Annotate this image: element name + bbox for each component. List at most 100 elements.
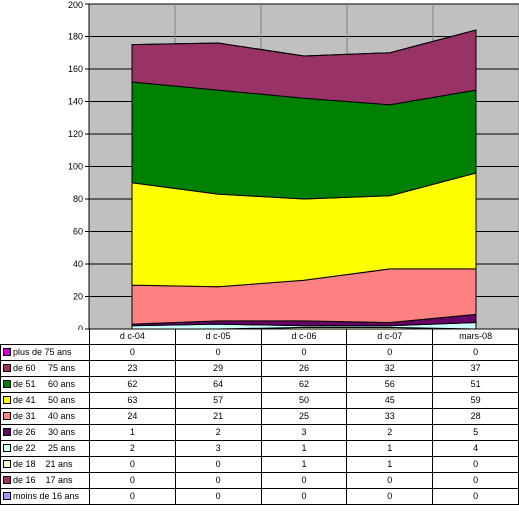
series-name: de 51 60 ans — [13, 379, 76, 389]
data-cell: 0 — [346, 472, 434, 489]
data-cell: 32 — [346, 360, 434, 377]
series-legend-cell: moins de 16 ans — [0, 488, 90, 505]
data-cell: 1 — [88, 424, 176, 441]
y-tick-label: 40 — [73, 259, 83, 269]
table-corner — [0, 329, 90, 345]
table-row: de 26 30 ans 1 2 3 2 5 — [0, 424, 519, 441]
legend-swatch — [3, 475, 11, 484]
data-cell: 0 — [88, 472, 176, 489]
data-cell: 57 — [174, 392, 262, 409]
series-name: de 26 30 ans — [13, 427, 76, 437]
legend-swatch — [3, 395, 11, 404]
data-cell: 0 — [88, 488, 176, 505]
legend-swatch — [3, 427, 11, 436]
area-series — [131, 29, 477, 57]
data-cell: 2 — [88, 440, 176, 457]
y-tick-label: 160 — [68, 64, 83, 74]
data-cell: 0 — [174, 456, 262, 473]
data-cell: 23 — [88, 360, 176, 377]
legend-swatch — [3, 443, 11, 452]
y-tick-label: 80 — [73, 194, 83, 204]
data-cell: 0 — [346, 488, 434, 505]
series-name: moins de 16 ans — [13, 491, 80, 501]
data-cell: 21 — [174, 408, 262, 425]
series-legend-cell: de 26 30 ans — [0, 424, 90, 441]
data-cell: 33 — [346, 408, 434, 425]
series-name: de 31 40 ans — [13, 411, 76, 421]
y-tick-label: 0 — [78, 324, 83, 330]
series-legend-cell: de 22 25 ans — [0, 440, 90, 457]
table-row: de 41 50 ans 63 57 50 45 59 — [0, 392, 519, 409]
y-tick-label: 120 — [68, 129, 83, 139]
table-row: de 16 17 ans 0 0 0 0 0 — [0, 472, 519, 489]
y-tick-label: 100 — [68, 162, 83, 172]
series-legend-cell: de 18 21 ans — [0, 456, 90, 473]
data-cell: 24 — [88, 408, 176, 425]
data-cell: 0 — [88, 456, 176, 473]
data-cell: 51 — [432, 376, 519, 393]
data-cell: 1 — [260, 456, 348, 473]
data-cell: 3 — [260, 424, 348, 441]
data-cell: 0 — [174, 344, 262, 361]
legend-swatch — [3, 379, 11, 388]
y-tick-label: 180 — [68, 32, 83, 42]
series-name: de 18 21 ans — [13, 459, 73, 469]
series-name: plus de 75 ans — [13, 347, 72, 357]
table-row: moins de 16 ans 0 0 0 0 0 — [0, 488, 519, 505]
legend-swatch — [3, 347, 11, 356]
stacked-areas — [131, 29, 477, 330]
data-cell: 0 — [346, 344, 434, 361]
data-cell: 2 — [174, 424, 262, 441]
table-header-row: d c-04 d c-05 d c-06 d c-07 mars-08 — [0, 329, 519, 345]
data-cell: 3 — [174, 440, 262, 457]
series-name: de 22 25 ans — [13, 443, 76, 453]
data-cell: 5 — [432, 424, 519, 441]
data-cell: 28 — [432, 408, 519, 425]
data-cell: 64 — [174, 376, 262, 393]
area-series — [131, 81, 477, 200]
table-row: de 18 21 ans 0 0 1 1 0 — [0, 456, 519, 473]
data-cell: 0 — [432, 472, 519, 489]
y-tick-label: 20 — [73, 292, 83, 302]
series-legend-cell: plus de 75 ans — [0, 344, 90, 361]
table-row: plus de 75 ans 0 0 0 0 0 — [0, 344, 519, 361]
data-cell: 59 — [432, 392, 519, 409]
data-cell: 0 — [260, 488, 348, 505]
category-label: mars-08 — [432, 329, 519, 345]
data-cell: 37 — [432, 360, 519, 377]
legend-swatch — [3, 411, 11, 420]
data-cell: 62 — [260, 376, 348, 393]
y-tick-label: 200 — [68, 0, 83, 10]
data-table: d c-04 d c-05 d c-06 d c-07 mars-08 plus de 7… — [0, 329, 519, 505]
data-cell: 0 — [88, 344, 176, 361]
series-name: de 16 17 ans — [13, 475, 73, 485]
table-row: de 60 75 ans 23 29 26 32 37 — [0, 360, 519, 377]
legend-swatch — [3, 459, 11, 468]
series-legend-cell: de 31 40 ans — [0, 408, 90, 425]
data-cell: 1 — [346, 440, 434, 457]
data-cell: 0 — [260, 344, 348, 361]
y-tick-label: 60 — [73, 227, 83, 237]
category-label: d c-05 — [174, 329, 262, 345]
legend-swatch — [3, 491, 11, 500]
series-legend-cell: de 51 60 ans — [0, 376, 90, 393]
category-label: d c-04 — [88, 329, 176, 345]
data-cell: 1 — [260, 440, 348, 457]
y-axis-ticks: 0 20 40 60 80 100 120 140 160 180 200 — [68, 0, 89, 330]
category-label: d c-06 — [260, 329, 348, 345]
data-cell: 2 — [346, 424, 434, 441]
table-row: de 22 25 ans 2 3 1 1 4 — [0, 440, 519, 457]
data-cell: 26 — [260, 360, 348, 377]
data-cell: 0 — [432, 344, 519, 361]
data-cell: 4 — [432, 440, 519, 457]
data-cell: 0 — [174, 488, 262, 505]
category-label: d c-07 — [346, 329, 434, 345]
table-row: de 51 60 ans 62 64 62 56 51 — [0, 376, 519, 393]
data-cell: 0 — [432, 456, 519, 473]
data-cell: 0 — [260, 472, 348, 489]
y-tick-label: 140 — [68, 97, 83, 107]
data-cell: 0 — [432, 488, 519, 505]
data-cell: 63 — [88, 392, 176, 409]
legend-swatch — [3, 363, 11, 372]
series-legend-cell: de 16 17 ans — [0, 472, 90, 489]
